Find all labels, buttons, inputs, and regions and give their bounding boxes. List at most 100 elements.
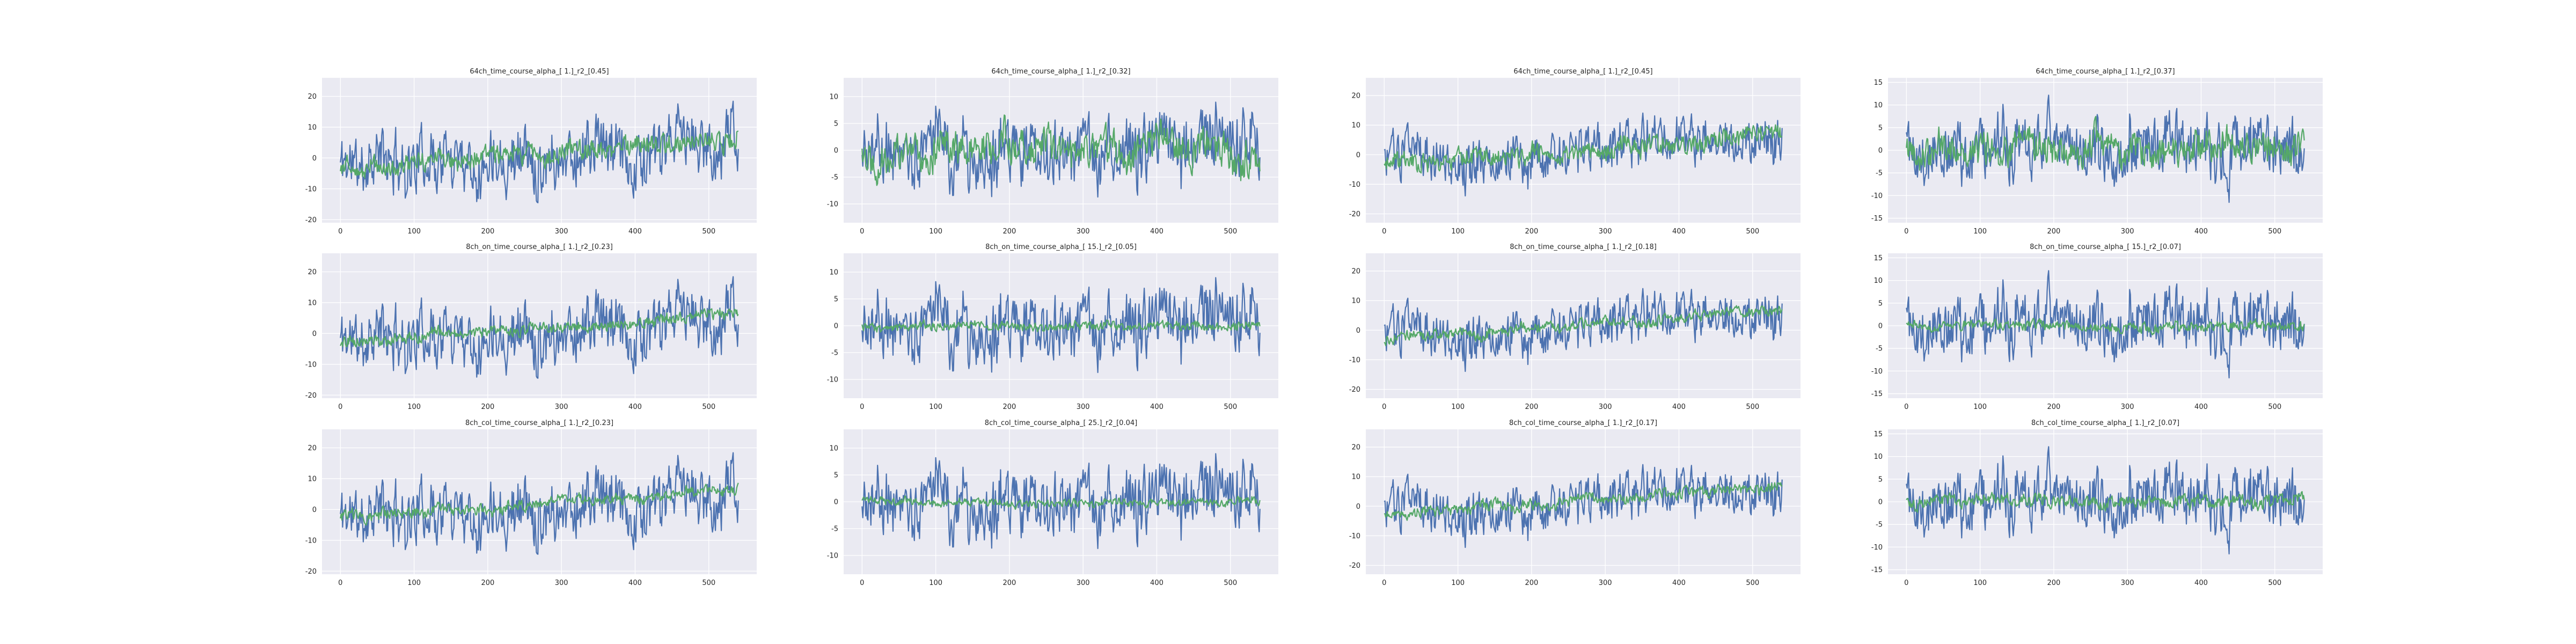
series-line-green bbox=[1384, 124, 1783, 174]
series-line-blue bbox=[340, 100, 739, 203]
y-tick-label: 10 bbox=[829, 269, 838, 277]
y-tick-label: 20 bbox=[1351, 268, 1360, 276]
x-tick-label: 500 bbox=[1224, 579, 1237, 587]
subplot-title: 8ch_on_time_course_alpha_[ 1.]_r2_[0.18] bbox=[1510, 243, 1657, 251]
x-tick-label: 500 bbox=[1746, 403, 1759, 411]
x-tick-label: 400 bbox=[628, 228, 642, 236]
x-tick-label: 500 bbox=[702, 579, 715, 587]
series-line-blue bbox=[1906, 270, 2305, 379]
y-tick-label: -5 bbox=[831, 174, 838, 182]
y-tick-label: -10 bbox=[1349, 181, 1360, 189]
x-tick-label: 400 bbox=[628, 403, 642, 411]
y-tick-label: 20 bbox=[1351, 444, 1360, 452]
x-tick-label: 100 bbox=[407, 228, 421, 236]
series-line-blue bbox=[1906, 446, 2305, 555]
x-tick-label: 500 bbox=[1224, 403, 1237, 411]
x-tick-label: 100 bbox=[1973, 579, 1987, 587]
x-tick-label: 400 bbox=[628, 579, 642, 587]
x-tick-label: 300 bbox=[2121, 403, 2134, 411]
y-tick-label: 5 bbox=[834, 120, 838, 128]
y-tick-label: 10 bbox=[308, 299, 317, 307]
subplot-title: 64ch_time_course_alpha_[ 1.]_r2_[0.45] bbox=[470, 68, 609, 76]
x-tick-label: 300 bbox=[1077, 228, 1090, 236]
x-tick-label: 100 bbox=[929, 403, 942, 411]
x-tick-label: 500 bbox=[2268, 579, 2281, 587]
y-tick-label: 0 bbox=[1356, 503, 1360, 511]
x-tick-label: 200 bbox=[481, 579, 494, 587]
y-tick-label: -15 bbox=[1871, 566, 1883, 574]
y-tick-label: 10 bbox=[1874, 453, 1883, 461]
y-tick-label: 0 bbox=[834, 499, 838, 507]
x-tick-label: 300 bbox=[1599, 228, 1612, 236]
subplot-title: 8ch_col_time_course_alpha_[ 1.]_r2_[0.23… bbox=[465, 419, 613, 427]
series-line-blue bbox=[1384, 288, 1783, 372]
y-tick-label: -5 bbox=[831, 525, 838, 533]
x-tick-label: 100 bbox=[1451, 228, 1465, 236]
y-tick-label: -10 bbox=[305, 361, 317, 369]
subplot-title: 64ch_time_course_alpha_[ 1.]_r2_[0.32] bbox=[991, 68, 1130, 76]
x-tick-label: 500 bbox=[702, 403, 715, 411]
y-tick-label: -20 bbox=[1349, 562, 1360, 570]
series-line-blue bbox=[1384, 112, 1783, 197]
series-line-blue bbox=[861, 101, 1261, 198]
x-tick-label: 200 bbox=[2047, 228, 2060, 236]
series-line-green bbox=[1906, 318, 2305, 335]
x-tick-label: 300 bbox=[1077, 579, 1090, 587]
subplot-8: -15 -10 -5 0 5 10 15 0 100 200 300 400 500 8ch_on_tim… bbox=[1871, 243, 2323, 411]
y-tick-label: 5 bbox=[1878, 299, 1883, 308]
series-line-green bbox=[340, 482, 739, 526]
x-tick-label: 300 bbox=[555, 228, 568, 236]
y-tick-label: -20 bbox=[1349, 386, 1360, 394]
x-tick-label: 0 bbox=[860, 403, 864, 411]
subplot-title: 64ch_time_course_alpha_[ 1.]_r2_[0.45] bbox=[1513, 68, 1652, 76]
y-tick-label: 5 bbox=[1878, 475, 1883, 484]
y-tick-label: 0 bbox=[1878, 499, 1883, 507]
x-tick-label: 200 bbox=[1525, 403, 1538, 411]
y-tick-label: -10 bbox=[827, 376, 838, 384]
y-tick-label: 10 bbox=[1351, 473, 1360, 481]
x-tick-label: 500 bbox=[1746, 228, 1759, 236]
x-tick-label: 400 bbox=[1672, 228, 1686, 236]
series-line-green bbox=[340, 308, 739, 348]
y-tick-label: -10 bbox=[827, 201, 838, 209]
y-tick-label: -20 bbox=[305, 568, 317, 576]
subplot-4: -15 -10 -5 0 5 10 15 0 100 200 300 400 500 64ch_time_… bbox=[1871, 68, 2323, 236]
x-tick-label: 400 bbox=[2194, 579, 2208, 587]
y-tick-label: 20 bbox=[308, 93, 317, 101]
x-tick-label: 200 bbox=[2047, 403, 2060, 411]
x-tick-label: 300 bbox=[2121, 228, 2134, 236]
y-tick-label: -5 bbox=[1876, 345, 1883, 353]
y-tick-label: 10 bbox=[829, 93, 838, 101]
x-tick-label: 100 bbox=[1451, 403, 1465, 411]
subplot-title: 8ch_col_time_course_alpha_[ 25.]_r2_[0.0… bbox=[985, 419, 1137, 427]
y-tick-label: -10 bbox=[1871, 368, 1883, 376]
x-tick-label: 300 bbox=[1599, 403, 1612, 411]
subplot-title: 8ch_col_time_course_alpha_[ 1.]_r2_[0.17… bbox=[1509, 419, 1657, 427]
subplot-title: 8ch_on_time_course_alpha_[ 15.]_r2_[0.05… bbox=[985, 243, 1137, 251]
x-tick-label: 0 bbox=[338, 579, 342, 587]
x-tick-label: 0 bbox=[1382, 228, 1386, 236]
y-tick-label: -15 bbox=[1871, 390, 1883, 398]
y-tick-label: 0 bbox=[834, 147, 838, 155]
x-tick-label: 0 bbox=[1904, 228, 1908, 236]
y-tick-label: 10 bbox=[308, 475, 317, 483]
y-tick-label: -10 bbox=[1349, 532, 1360, 540]
y-tick-label: 20 bbox=[308, 444, 317, 452]
y-tick-label: 15 bbox=[1874, 79, 1883, 87]
y-tick-label: 10 bbox=[1874, 101, 1883, 109]
series-line-green bbox=[861, 495, 1261, 510]
subplot-title: 8ch_col_time_course_alpha_[ 1.]_r2_[0.07… bbox=[2031, 419, 2179, 427]
x-tick-label: 200 bbox=[481, 228, 494, 236]
y-tick-label: -10 bbox=[827, 552, 838, 560]
x-tick-label: 0 bbox=[1904, 403, 1908, 411]
y-tick-label: 0 bbox=[1356, 151, 1360, 159]
x-tick-label: 0 bbox=[1904, 579, 1908, 587]
series-line-green bbox=[340, 130, 739, 179]
x-tick-label: 300 bbox=[555, 579, 568, 587]
